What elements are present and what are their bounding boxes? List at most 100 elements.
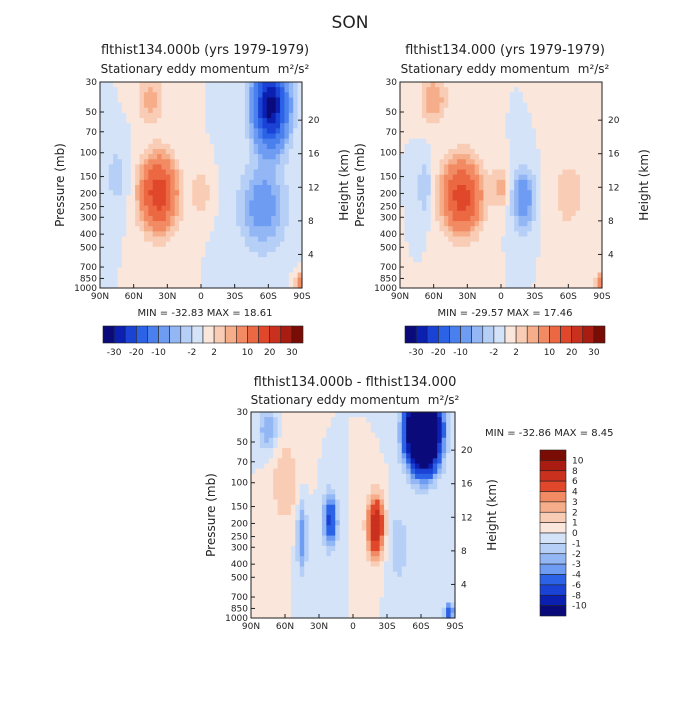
heatmap-cell	[409, 139, 414, 145]
subtitle-text: Stationary eddy momentum	[101, 62, 270, 76]
heatmap-cell	[179, 154, 184, 160]
heatmap-cell	[118, 216, 123, 222]
heatmap-cell	[497, 237, 502, 243]
heatmap-cell	[448, 164, 453, 170]
heatmap-cell	[505, 118, 510, 124]
heatmap-cell	[479, 252, 484, 258]
heatmap-cell	[444, 87, 449, 93]
heatmap-cell	[501, 108, 506, 114]
heatmap-cell	[280, 267, 285, 273]
heatmap-cell	[519, 257, 524, 263]
heatmap-cell	[400, 242, 405, 248]
heatmap-cell	[501, 216, 506, 222]
heatmap-cell	[444, 118, 449, 124]
heatmap-cell	[251, 603, 256, 609]
heatmap-cell	[295, 494, 300, 500]
heatmap-cell	[144, 170, 149, 176]
heatmap-cell	[282, 448, 287, 454]
heatmap-cell	[479, 211, 484, 217]
heatmap-cell	[519, 231, 524, 237]
heatmap-cell	[322, 515, 327, 521]
height-tick-label: 4	[308, 250, 314, 260]
heatmap-cell	[255, 597, 260, 603]
heatmap-cell	[567, 113, 572, 119]
heatmap-cell	[558, 87, 563, 93]
heatmap-cell	[264, 536, 269, 542]
heatmap-cell	[140, 123, 145, 129]
heatmap-cell	[100, 180, 105, 186]
heatmap-cell	[210, 185, 215, 191]
heatmap-cell	[148, 221, 153, 227]
heatmap-cell	[175, 278, 180, 284]
heatmap-cell	[309, 453, 314, 459]
heatmap-cell	[514, 278, 519, 284]
heatmap-cell	[258, 180, 263, 186]
heatmap-cell	[571, 257, 576, 263]
heatmap-cell	[309, 572, 314, 578]
heatmap-cell	[144, 154, 149, 160]
heatmap-cell	[593, 185, 598, 191]
heatmap-cell	[435, 221, 440, 227]
heatmap-cell	[536, 247, 541, 253]
heatmap-cell	[148, 108, 153, 114]
heatmap-cell	[593, 87, 598, 93]
heatmap-cell	[214, 278, 219, 284]
heatmap-cell	[453, 159, 458, 165]
heatmap-cell	[192, 180, 197, 186]
heatmap-cell	[183, 144, 188, 150]
heatmap-cell	[519, 128, 524, 134]
heatmap-cell	[461, 273, 466, 279]
heatmap-cell	[541, 82, 546, 88]
heatmap-cell	[251, 597, 256, 603]
heatmap-cell	[210, 149, 215, 155]
heatmap-cell	[571, 206, 576, 212]
heatmap-cell	[413, 200, 418, 206]
heatmap-cell	[505, 231, 510, 237]
heatmap-cell	[593, 278, 598, 284]
heatmap-cell	[267, 257, 272, 263]
heatmap-cell	[254, 87, 259, 93]
heatmap-cell	[331, 479, 336, 485]
heatmap-cell	[289, 211, 294, 217]
heatmap-cell	[466, 211, 471, 217]
heatmap-cell	[197, 200, 202, 206]
heatmap-cell	[580, 118, 585, 124]
panel-title: flthist134.000b (yrs 1979-1979)	[101, 43, 309, 58]
heatmap-cell	[422, 195, 427, 201]
heatmap-cell	[532, 108, 537, 114]
colorbar-swatch	[494, 326, 505, 343]
heatmap-cell	[179, 103, 184, 109]
heatmap-cell	[475, 267, 480, 273]
heatmap-cell	[135, 211, 140, 217]
heatmap-cell	[232, 237, 237, 243]
heatmap-cell	[558, 97, 563, 103]
heatmap-cell	[249, 226, 254, 232]
heatmap-cell	[483, 159, 488, 165]
heatmap-cell	[269, 597, 274, 603]
heatmap-cell	[289, 97, 294, 103]
heatmap-cell	[470, 97, 475, 103]
heatmap-cell	[492, 144, 497, 150]
heatmap-cell	[289, 128, 294, 134]
heatmap-cell	[262, 128, 267, 134]
heatmap-cell	[426, 262, 431, 268]
heatmap-cell	[210, 278, 215, 284]
heatmap-cell	[122, 159, 127, 165]
heatmap-cell	[300, 433, 305, 439]
heatmap-cell	[251, 464, 256, 470]
heatmap-cell	[567, 216, 572, 222]
heatmap-cell	[501, 144, 506, 150]
heatmap-cell	[201, 216, 206, 222]
heatmap-cell	[444, 247, 449, 253]
heatmap-cell	[100, 144, 105, 150]
heatmap-cell	[483, 149, 488, 155]
heatmap-cell	[326, 484, 331, 490]
heatmap-cell	[353, 567, 358, 573]
heatmap-cell	[300, 572, 305, 578]
heatmap-cell	[349, 494, 354, 500]
heatmap-cell	[245, 221, 250, 227]
heatmap-cell	[118, 159, 123, 165]
heatmap-cell	[135, 87, 140, 93]
heatmap-cell	[175, 87, 180, 93]
heatmap-cell	[422, 82, 427, 88]
